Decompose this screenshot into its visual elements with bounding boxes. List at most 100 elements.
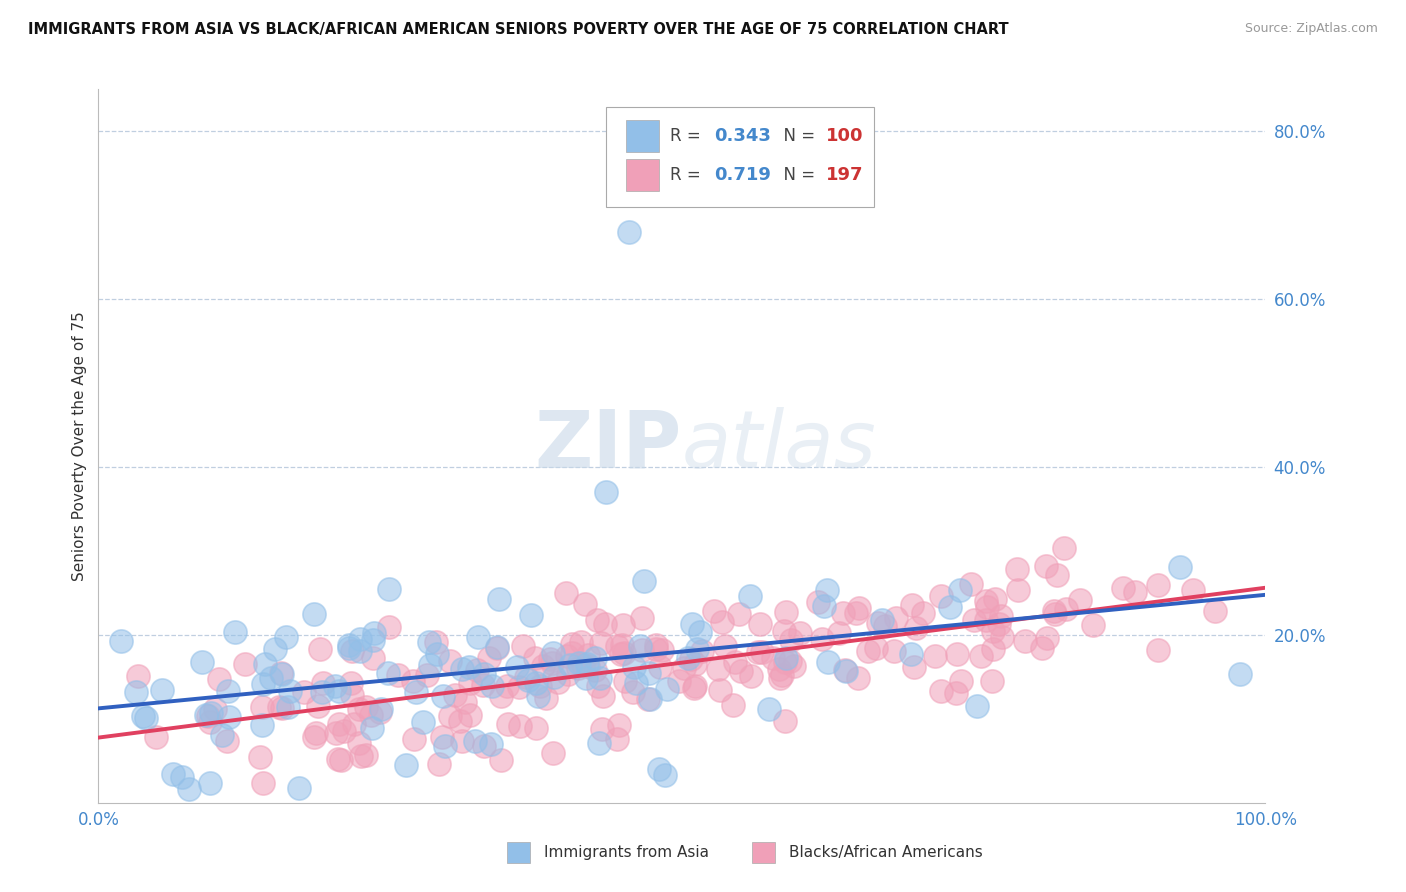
Point bbox=[377, 666, 399, 681]
Point bbox=[1125, 585, 1147, 599]
Point bbox=[903, 660, 925, 674]
Point bbox=[233, 657, 256, 671]
Y-axis label: Seniors Poverty Over the Age of 75: Seniors Poverty Over the Age of 75 bbox=[72, 311, 87, 581]
Point bbox=[575, 657, 598, 671]
Point bbox=[150, 683, 173, 698]
Point bbox=[339, 640, 361, 655]
Point bbox=[278, 684, 301, 698]
Point bbox=[1069, 593, 1091, 607]
Point bbox=[645, 638, 668, 652]
Point bbox=[589, 671, 612, 685]
Point bbox=[714, 639, 737, 653]
Point bbox=[682, 681, 704, 696]
Point bbox=[866, 615, 889, 630]
Point bbox=[904, 621, 927, 635]
Point bbox=[621, 685, 644, 699]
Point bbox=[807, 595, 830, 609]
Point bbox=[333, 723, 356, 738]
Point bbox=[685, 679, 707, 693]
Point bbox=[302, 730, 325, 744]
Point bbox=[425, 634, 447, 648]
Text: Blacks/African Americans: Blacks/African Americans bbox=[789, 846, 983, 860]
Point bbox=[848, 671, 870, 685]
Bar bbox=[508, 842, 530, 863]
Point bbox=[835, 665, 858, 679]
Point bbox=[454, 695, 477, 709]
Point bbox=[479, 737, 502, 751]
Point bbox=[981, 641, 1004, 656]
Point bbox=[651, 643, 673, 657]
Point bbox=[451, 733, 474, 747]
Point bbox=[976, 599, 998, 614]
Point bbox=[723, 698, 745, 713]
Point bbox=[465, 663, 488, 677]
Point bbox=[509, 719, 531, 733]
Point bbox=[588, 735, 610, 749]
Point bbox=[884, 611, 907, 625]
Point bbox=[709, 682, 731, 697]
Point bbox=[543, 646, 565, 660]
Point bbox=[340, 644, 363, 658]
Point bbox=[963, 613, 986, 627]
Text: R =: R = bbox=[671, 166, 706, 184]
Point bbox=[831, 606, 853, 620]
Point bbox=[900, 647, 922, 661]
Point bbox=[347, 736, 370, 750]
Point bbox=[270, 701, 292, 715]
Point bbox=[561, 636, 583, 650]
Point bbox=[558, 657, 581, 672]
Point bbox=[419, 657, 441, 672]
Text: N =: N = bbox=[773, 166, 820, 184]
Point bbox=[779, 632, 801, 647]
Point bbox=[960, 577, 983, 591]
Point bbox=[449, 714, 471, 728]
Point bbox=[813, 599, 835, 613]
Point bbox=[619, 225, 641, 239]
Point bbox=[828, 625, 851, 640]
Point bbox=[426, 647, 449, 661]
Point bbox=[361, 650, 384, 665]
Point bbox=[430, 730, 453, 744]
Point bbox=[585, 650, 607, 665]
Point bbox=[638, 665, 661, 680]
Point bbox=[740, 589, 762, 603]
Point bbox=[1035, 631, 1057, 645]
Point bbox=[1229, 667, 1251, 681]
Point bbox=[929, 684, 952, 698]
Point bbox=[991, 630, 1014, 644]
Point bbox=[789, 626, 811, 640]
Point bbox=[555, 586, 578, 600]
Point bbox=[538, 652, 561, 666]
Point bbox=[1043, 607, 1066, 621]
Point bbox=[633, 574, 655, 589]
Point bbox=[773, 624, 796, 638]
Point bbox=[439, 708, 461, 723]
Point bbox=[259, 671, 281, 685]
Point bbox=[815, 582, 838, 597]
Point bbox=[572, 657, 595, 672]
Point bbox=[628, 639, 651, 653]
Point bbox=[207, 672, 229, 686]
Point bbox=[592, 690, 614, 704]
Text: ZIP: ZIP bbox=[534, 407, 682, 485]
Point bbox=[610, 638, 633, 652]
Point bbox=[217, 684, 239, 698]
Point bbox=[427, 756, 450, 771]
Point bbox=[339, 675, 361, 690]
Point bbox=[723, 655, 745, 669]
Point bbox=[354, 699, 377, 714]
Point bbox=[370, 702, 392, 716]
Point bbox=[387, 668, 409, 682]
Point bbox=[529, 679, 551, 693]
Point bbox=[654, 768, 676, 782]
Point bbox=[749, 617, 772, 632]
Point bbox=[250, 718, 273, 732]
Point bbox=[495, 680, 517, 694]
Point bbox=[162, 767, 184, 781]
Point bbox=[1081, 617, 1104, 632]
Point bbox=[481, 680, 503, 694]
Point bbox=[810, 632, 832, 647]
Point bbox=[606, 639, 628, 653]
Point bbox=[531, 659, 554, 673]
Text: atlas: atlas bbox=[682, 407, 877, 485]
